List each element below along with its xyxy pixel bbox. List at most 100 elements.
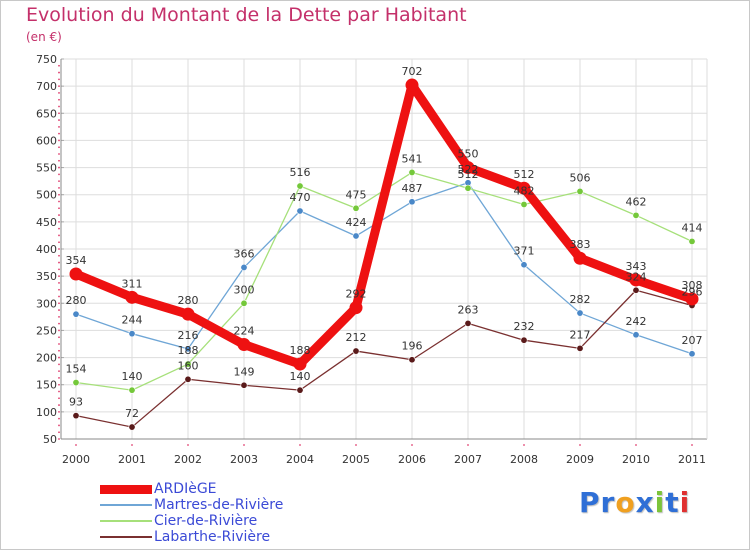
- logo-letter-4: i: [654, 486, 666, 519]
- x-tick-label: 2007: [454, 453, 482, 466]
- y-minor-tick: [58, 85, 60, 88]
- data-point-1-2: [184, 345, 192, 353]
- data-label-2-9: 506: [570, 171, 591, 184]
- data-point-1-8: [520, 261, 528, 269]
- x-tick-label: 2005: [342, 453, 370, 466]
- data-label-3-11: 296: [682, 285, 703, 298]
- data-point-3-10: [632, 286, 640, 294]
- data-label-1-6: 487: [402, 182, 423, 195]
- y-tick-label: 100: [36, 406, 57, 419]
- y-minor-tick: [58, 119, 60, 121]
- data-label-0-3: 224: [234, 325, 255, 338]
- series-layer: [69, 78, 699, 431]
- data-label-0-2: 280: [178, 294, 199, 307]
- data-label-3-10: 324: [626, 270, 647, 283]
- data-label-2-0: 154: [66, 363, 87, 376]
- data-point-2-4: [296, 182, 304, 190]
- legend-label-cier: Cier-de-Rivière: [154, 513, 258, 529]
- legend-item-ardiege[interactable]: ARDIèGE: [100, 481, 283, 497]
- y-minor-tick: [58, 336, 60, 339]
- y-minor-tick: [58, 370, 60, 373]
- y-minor-tick: [58, 329, 60, 332]
- data-point-2-2: [184, 360, 192, 368]
- chart-subtitle: (en €): [26, 30, 62, 44]
- data-point-1-9: [576, 309, 584, 317]
- data-point-1-11: [688, 350, 696, 358]
- y-tick-label: 700: [36, 80, 57, 93]
- data-point-2-6: [408, 168, 416, 176]
- data-label-2-5: 475: [346, 188, 367, 201]
- y-minor-tick: [58, 105, 60, 108]
- data-point-3-9: [576, 344, 584, 352]
- data-point-3-1: [128, 423, 136, 431]
- data-point-1-6: [408, 198, 416, 206]
- x-minor-tick: [131, 444, 133, 446]
- x-minor-tick: [75, 444, 77, 446]
- data-point-3-4: [296, 386, 304, 394]
- data-label-1-3: 366: [234, 247, 255, 260]
- data-label-2-1: 140: [122, 370, 143, 383]
- y-minor-tick: [58, 383, 60, 386]
- y-minor-tick: [58, 92, 60, 94]
- data-label-0-5: 292: [346, 288, 367, 301]
- legend-swatch-labarthe: [100, 536, 152, 538]
- y-minor-tick: [58, 254, 60, 257]
- y-tick-label: 350: [36, 270, 57, 283]
- data-point-3-7: [464, 319, 472, 327]
- y-minor-tick: [58, 214, 60, 216]
- x-minor-tick: [467, 444, 469, 446]
- y-minor-tick: [58, 349, 60, 352]
- y-minor-tick: [58, 193, 60, 196]
- data-label-0-0: 354: [66, 254, 87, 267]
- legend-item-martres[interactable]: Martres-de-Rivière: [100, 497, 283, 513]
- x-tick-label: 2000: [62, 453, 90, 466]
- y-minor-tick: [58, 112, 60, 115]
- y-minor-tick: [58, 261, 60, 264]
- y-minor-tick: [58, 153, 60, 155]
- data-point-0-7: [461, 161, 475, 175]
- y-minor-tick: [58, 78, 60, 81]
- data-label-2-6: 541: [402, 152, 423, 165]
- series-line-3: [75, 289, 693, 428]
- data-label-1-4: 470: [290, 191, 311, 204]
- data-point-2-5: [352, 204, 360, 212]
- y-minor-tick: [58, 356, 60, 359]
- data-label-1-7: 522: [458, 163, 479, 176]
- proxiti-logo: Proxiti: [579, 486, 690, 519]
- data-label-1-1: 244: [122, 314, 143, 327]
- data-point-0-8: [517, 181, 531, 195]
- data-label-2-11: 414: [682, 221, 703, 234]
- y-tick-label: 400: [36, 243, 57, 256]
- legend-item-labarthe[interactable]: Labarthe-Rivière: [100, 529, 283, 545]
- y-tick-label: 500: [36, 189, 57, 202]
- data-point-0-11: [685, 292, 699, 306]
- y-minor-tick: [58, 268, 60, 271]
- data-label-0-10: 343: [626, 260, 647, 273]
- x-tick-label: 2001: [118, 453, 146, 466]
- legend-label-ardiege: ARDIèGE: [154, 481, 217, 497]
- x-minor-tick: [187, 444, 189, 446]
- data-label-3-0: 93: [69, 396, 83, 409]
- data-label-3-9: 217: [570, 328, 591, 341]
- data-point-0-5: [349, 301, 363, 315]
- y-minor-tick: [58, 404, 60, 406]
- data-point-3-0: [72, 412, 80, 420]
- data-point-1-4: [296, 207, 304, 215]
- y-minor-tick: [58, 234, 60, 237]
- y-minor-tick: [58, 200, 60, 203]
- y-minor-tick: [58, 139, 60, 142]
- legend-label-labarthe: Labarthe-Rivière: [154, 529, 271, 545]
- data-label-3-8: 232: [514, 320, 535, 333]
- y-minor-tick: [58, 438, 60, 440]
- y-tick-label: 250: [36, 324, 57, 337]
- y-minor-tick: [58, 397, 60, 400]
- y-tick-label: 450: [36, 216, 57, 229]
- data-point-1-1: [128, 330, 136, 338]
- y-minor-tick: [58, 417, 60, 420]
- legend-item-cier[interactable]: Cier-de-Rivière: [100, 513, 283, 529]
- x-tick-label: 2002: [174, 453, 202, 466]
- y-tick-label: 300: [36, 297, 57, 310]
- x-tick-label: 2006: [398, 453, 426, 466]
- data-point-0-3: [237, 338, 251, 352]
